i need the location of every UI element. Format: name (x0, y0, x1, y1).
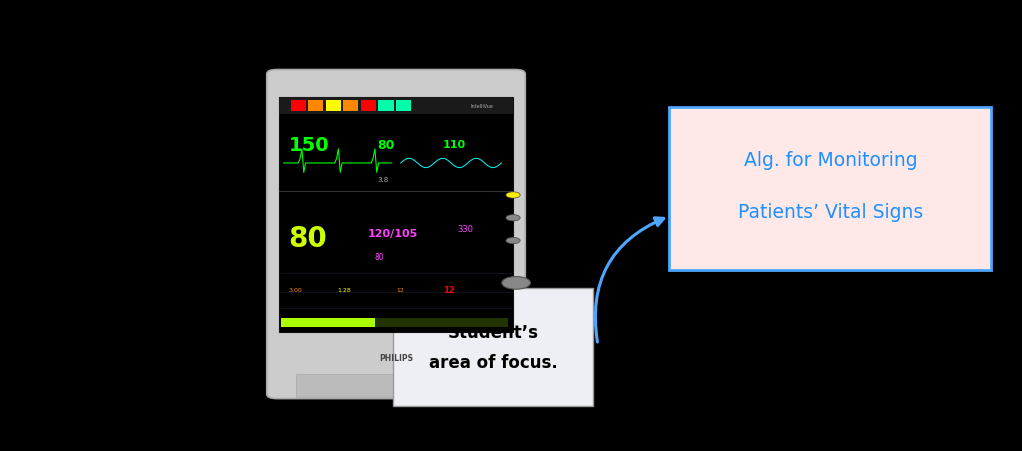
Bar (279, 98, 513, 115)
Text: 80: 80 (288, 225, 327, 253)
Text: 150: 150 (288, 135, 329, 154)
Bar (326, 101, 341, 112)
Text: 80: 80 (377, 138, 394, 152)
Text: PHILIPS: PHILIPS (379, 354, 413, 363)
Bar (281, 318, 375, 327)
Bar (309, 101, 323, 112)
Bar (281, 318, 508, 327)
FancyBboxPatch shape (267, 70, 525, 399)
Bar (290, 101, 306, 112)
Text: Patients’ Vital Signs: Patients’ Vital Signs (738, 202, 923, 221)
Circle shape (502, 277, 530, 290)
Bar (397, 101, 411, 112)
Text: Student’s
area of focus.: Student’s area of focus. (429, 324, 557, 371)
Text: 12: 12 (397, 287, 404, 292)
Text: 3.8: 3.8 (377, 177, 388, 183)
Text: Alg. for Monitoring: Alg. for Monitoring (744, 151, 917, 170)
Circle shape (506, 193, 520, 199)
Text: 1.28: 1.28 (337, 287, 352, 292)
Bar (296, 374, 497, 397)
Bar (279, 98, 513, 332)
FancyBboxPatch shape (669, 108, 991, 271)
Text: IntelliVue: IntelliVue (471, 104, 494, 109)
Text: 110: 110 (443, 140, 466, 150)
Text: 80: 80 (375, 253, 384, 262)
Bar (361, 101, 376, 112)
Text: 120/105: 120/105 (368, 229, 418, 239)
Text: 12: 12 (443, 285, 455, 295)
Text: 3.00: 3.00 (288, 287, 303, 292)
Circle shape (506, 215, 520, 221)
Bar (378, 101, 393, 112)
FancyBboxPatch shape (393, 289, 593, 406)
Bar (343, 101, 359, 112)
Circle shape (506, 238, 520, 244)
Text: 330: 330 (457, 225, 473, 234)
